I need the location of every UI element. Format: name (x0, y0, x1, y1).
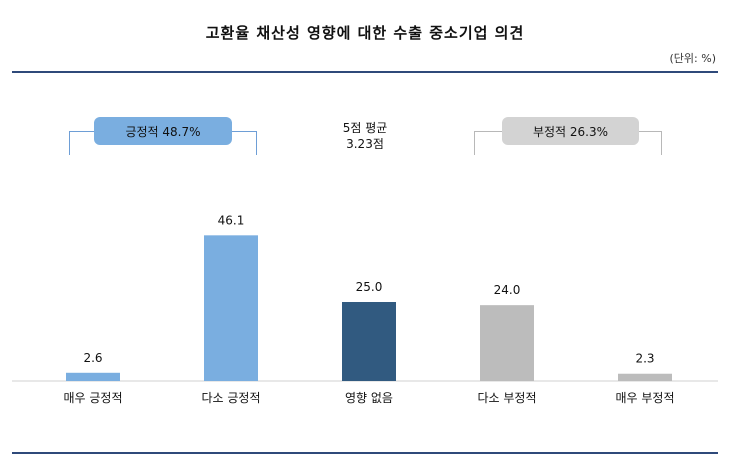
negative-bracket-left (474, 131, 475, 155)
average-label: 5점 평균 (342, 121, 388, 135)
negative-bracket-right (661, 131, 662, 155)
category-label: 매우 긍정적 (63, 391, 122, 405)
bar-value-label: 24.0 (494, 283, 521, 297)
chart-title: 고환율 채산성 영향에 대한 수출 중소기업 의견 (205, 24, 525, 42)
bar-value-label: 25.0 (356, 280, 383, 294)
bar-value-label: 2.6 (83, 351, 102, 365)
bar-1 (66, 372, 120, 381)
unit-label: (단위: %) (669, 52, 716, 65)
positive-bracket-right (256, 131, 257, 155)
category-label: 다소 부정적 (477, 391, 536, 405)
category-label: 다소 긍정적 (201, 391, 260, 405)
negative-summary-badge: 부정적 26.3% (502, 117, 639, 145)
bar-value-label: 46.1 (218, 213, 245, 227)
bar-value-label: 2.3 (635, 352, 654, 366)
bar-5 (618, 373, 672, 381)
category-label: 매우 부정적 (615, 391, 674, 405)
bar-2 (204, 235, 258, 381)
bar-4 (480, 305, 534, 381)
average-value: 3.23점 (346, 137, 384, 151)
category-label: 영향 없음 (345, 391, 393, 405)
top-divider (12, 71, 718, 73)
bar-3 (342, 302, 396, 381)
positive-summary-badge: 긍정적 48.7% (94, 117, 232, 145)
positive-bracket-left (69, 131, 70, 155)
bottom-divider (12, 452, 718, 454)
